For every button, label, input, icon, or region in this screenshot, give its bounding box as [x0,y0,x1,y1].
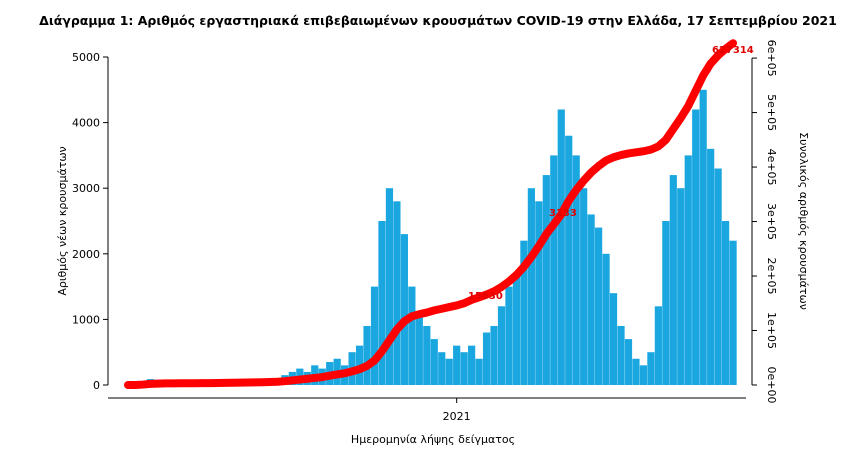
annotation: 3133 [549,208,577,219]
bar [482,332,491,385]
bar [654,306,662,385]
y-axis-label: Αριθμός νέων κρουσμάτων [56,146,69,295]
bar [639,365,648,385]
chart-title: Διάγραμμα 1: Αριθμός εργαστηριακά επιβεβ… [39,13,837,28]
bar [438,352,446,385]
bar [595,227,603,385]
y2-tick-label: 5e+05 [765,94,778,131]
bar [393,201,401,385]
x-tick-label: 2021 [443,410,471,423]
bar [423,325,431,385]
y-tick-label: 5000 [72,51,100,64]
bar [572,155,580,385]
bar [527,188,535,385]
bar [468,345,476,385]
bar [505,286,513,385]
bar [557,109,565,385]
annotation: 627314 [712,45,754,56]
bar [430,339,438,385]
bar [385,188,394,385]
bar [520,240,528,385]
bar [669,175,677,385]
y-tick-label: 3000 [72,182,100,195]
y-tick-label: 0 [93,379,100,392]
bar [497,306,506,385]
y2-tick-label: 6e+05 [765,40,778,77]
bar [602,253,610,385]
bar [677,188,685,385]
bar [415,312,423,385]
bar [722,221,730,385]
bar [453,345,461,385]
bar [512,273,521,385]
bar [378,221,386,385]
bar [707,148,715,385]
bar [624,339,633,385]
bar [535,201,543,385]
y2-tick-label: 2e+05 [765,258,778,295]
bar [692,109,700,385]
bar [475,358,483,385]
bar [400,234,408,385]
y2-tick-label: 3e+05 [765,203,778,240]
bar [632,358,640,385]
bar [565,135,573,385]
bar [587,214,595,385]
bar [542,175,550,385]
bar [408,286,416,385]
bar [699,89,707,386]
bar [714,168,722,385]
x-axis-label: Ημερομηνία λήψης δείγματος [351,433,515,446]
y-tick-label: 4000 [72,117,100,130]
bar [550,155,558,385]
bar [729,240,737,385]
bar [684,155,692,385]
bar [580,188,588,385]
y-tick-label: 2000 [72,248,100,261]
bar [490,325,498,385]
bar [662,221,670,385]
bar [647,352,655,385]
y-tick-label: 1000 [72,313,100,326]
bar [445,358,453,385]
bar [363,325,371,385]
y2-axis-label: Συνολικός αριθμός κρουσμάτων [797,132,810,310]
annotation: 15630 [468,291,503,302]
bar [370,286,379,385]
bar [609,293,618,385]
bar [460,352,468,385]
cumulative-line [124,39,738,389]
bar [617,325,625,385]
y2-tick-label: 0e+00 [765,367,778,404]
y2-tick-label: 4e+05 [765,149,778,186]
y2-tick-label: 1e+05 [765,312,778,349]
